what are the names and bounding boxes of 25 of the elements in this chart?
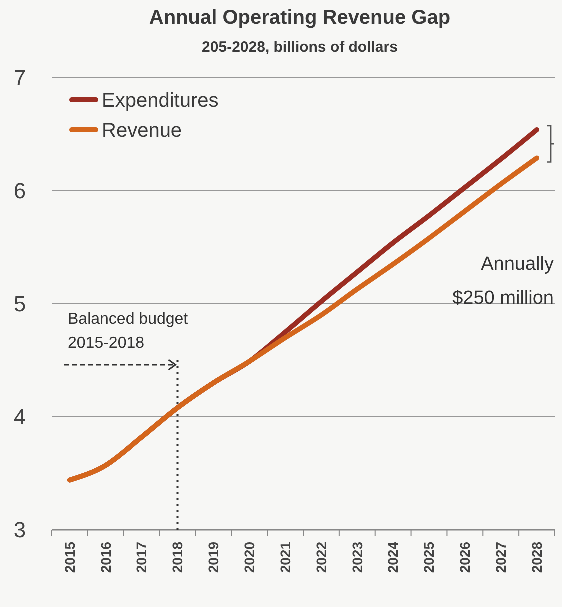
legend-label: Expenditures [102, 90, 219, 112]
annotation: Annually $250 million [452, 254, 554, 310]
legend-label: Revenue [102, 120, 182, 142]
x-tick-label: 2023 [349, 542, 366, 574]
x-tick-label: 2020 [242, 542, 258, 574]
x-tick-label: 2026 [457, 542, 474, 574]
x-tick-label: 2018 [170, 542, 186, 574]
x-tick-label: 2027 [493, 542, 510, 574]
x-tick-label: 2017 [134, 542, 150, 574]
x-tick-label: 2024 [385, 542, 402, 574]
chart-title: Annual Operating Revenue Gap [149, 7, 451, 29]
y-tick-label: 7 [14, 66, 26, 91]
chart-subtitle: 205-2028, billions of dollars [202, 39, 398, 56]
y-tick-label: 4 [14, 404, 26, 430]
x-tick-label: 2016 [98, 542, 114, 574]
x-tick-label: 2028 [528, 542, 545, 574]
ref-line-label: Balanced budget 2015-2018 [68, 311, 189, 352]
y-tick-label: 3 [14, 518, 26, 543]
x-tick-label: 2022 [313, 542, 330, 574]
y-tick-label: 6 [14, 178, 26, 204]
x-tick-label: 2019 [206, 542, 222, 574]
x-tick-label: 2021 [277, 542, 294, 574]
x-tick-label: 2015 [62, 542, 78, 574]
y-tick-label: 5 [14, 292, 26, 317]
x-tick-label: 2025 [421, 542, 438, 574]
